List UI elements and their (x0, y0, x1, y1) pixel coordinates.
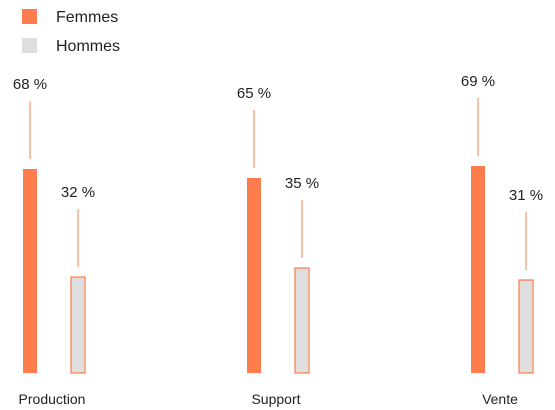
bar-vente-hommes (519, 280, 533, 373)
value-label-production-femmes: 68 % (13, 76, 47, 93)
value-label-vente-femmes: 69 % (461, 73, 495, 90)
legend: Femmes Hommes (22, 9, 120, 55)
bar-vente-femmes (471, 166, 485, 373)
plot-area: 68 % 32 % 65 % 35 % 69 % 31 % (13, 73, 543, 373)
value-label-support-hommes: 35 % (285, 175, 319, 192)
category-label-support: Support (251, 391, 300, 407)
bar-support-femmes (247, 178, 261, 373)
bar-support-hommes (295, 268, 309, 373)
category-label-vente: Vente (482, 391, 518, 407)
category-axis-labels: Production Support Vente (19, 391, 519, 407)
category-label-production: Production (19, 391, 86, 407)
legend-swatch-hommes (22, 38, 37, 53)
value-label-support-femmes: 65 % (237, 85, 271, 102)
value-label-production-hommes: 32 % (61, 184, 95, 201)
bar-production-hommes (71, 277, 85, 373)
legend-label-hommes: Hommes (56, 38, 120, 55)
legend-swatch-femmes (22, 9, 37, 24)
legend-label-femmes: Femmes (56, 9, 118, 26)
value-label-vente-hommes: 31 % (509, 187, 543, 204)
bar-production-femmes (23, 169, 37, 373)
